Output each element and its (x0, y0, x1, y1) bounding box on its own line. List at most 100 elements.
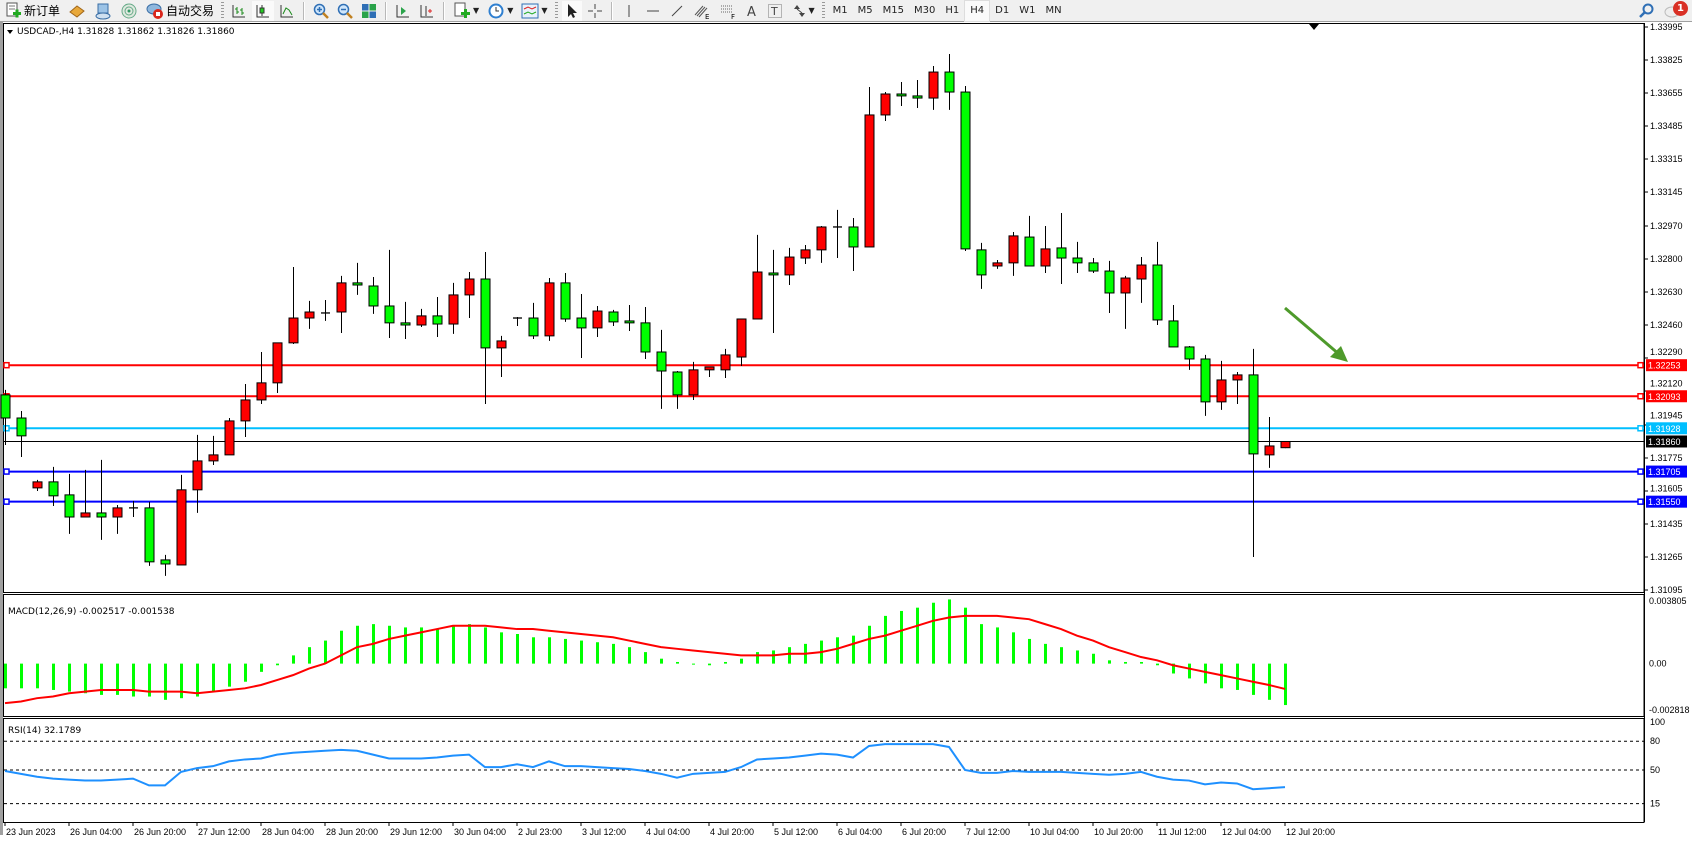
level-price-tag-text: 1.31928 (1648, 424, 1681, 434)
timeframe-h1[interactable]: H1 (945, 5, 960, 16)
axes: 1.33995 1.33825 1.33655 1.33485 1.33315 1.331… (4, 22, 1690, 837)
time-tick-label: 2 Jul 23:00 (518, 827, 562, 837)
chevron-down-icon: ▼ (541, 6, 548, 15)
bar-chart-icon (232, 4, 246, 17)
macd-histogram-bar (532, 637, 535, 664)
level-anchor-handle (1637, 361, 1644, 369)
candle-body (880, 93, 891, 116)
timeframe-m5[interactable]: M5 (857, 5, 873, 16)
macd-histogram-bar (916, 607, 919, 664)
candle-body (1264, 445, 1275, 456)
svg-text:E: E (705, 13, 709, 19)
macd-histogram-bar (468, 624, 471, 664)
time-tick-label: 10 Jul 20:00 (1094, 827, 1143, 837)
trendline-button[interactable] (666, 1, 688, 21)
macd-histogram-bar (228, 663, 231, 687)
market-watch-button[interactable] (91, 1, 115, 21)
arrows-button[interactable]: ▼ (788, 1, 818, 21)
candle-body (368, 285, 379, 307)
templates-button[interactable]: ▼ (518, 1, 550, 21)
tile-windows-button[interactable] (358, 1, 380, 21)
candle-body (864, 114, 875, 248)
vertical-line-button[interactable] (618, 1, 640, 21)
timeframe-w1[interactable]: W1 (1019, 5, 1036, 16)
price-tick-label: 1.33995 (1650, 22, 1683, 32)
candle-body (304, 311, 315, 319)
zoom-in-icon (313, 3, 329, 19)
macd-histogram-bar (20, 663, 23, 689)
zoom-out-button[interactable] (334, 1, 356, 21)
chart-shift-marker-icon[interactable] (1309, 24, 1319, 30)
candle-body (1248, 374, 1259, 455)
macd-histogram-bar (68, 663, 71, 692)
macd-histogram-bar (788, 647, 791, 664)
time-tick-label: 6 Jul 04:00 (838, 827, 882, 837)
fibonacci-button[interactable]: F (716, 1, 740, 21)
timeframe-mn[interactable]: MN (1045, 5, 1062, 16)
bar-chart-button[interactable] (228, 1, 250, 21)
level-anchor-handle (3, 425, 10, 432)
equidistant-channel-button[interactable]: E (690, 1, 714, 21)
toolbar-grip[interactable] (554, 1, 558, 20)
green-arrow-annotation[interactable] (1284, 306, 1348, 362)
horizontal-line-button[interactable] (642, 1, 664, 21)
tile-windows-icon (362, 3, 377, 18)
macd-histogram-bar (1188, 663, 1191, 679)
macd-histogram-bar (1044, 643, 1047, 664)
candle-body (1280, 440, 1291, 449)
macd-histogram-bar (292, 655, 295, 664)
candle-body (624, 320, 635, 324)
line-chart-button[interactable] (276, 1, 298, 21)
history-button[interactable] (65, 1, 89, 21)
auto-trading-button[interactable]: 自动交易 (143, 1, 217, 21)
notification-button[interactable]: 1 (1664, 1, 1688, 21)
level-price-tag (1646, 495, 1687, 508)
macd-histogram-bar (1108, 660, 1111, 664)
chevron-down-icon: ▼ (473, 6, 480, 15)
candle-body (240, 399, 251, 422)
zoom-in-button[interactable] (310, 1, 332, 21)
candle-body (608, 311, 619, 323)
chart-shift-button[interactable] (416, 1, 438, 21)
timeframe-m1[interactable]: M1 (832, 5, 848, 16)
candle-body (432, 315, 443, 325)
cursor-button[interactable] (561, 0, 582, 21)
time-tick-label: 6 Jul 20:00 (902, 827, 946, 837)
crosshair-button[interactable] (584, 1, 606, 21)
signals-button[interactable] (117, 1, 141, 21)
text-button[interactable]: A (742, 1, 762, 21)
candle-body (352, 282, 363, 286)
window-edge (0, 22, 3, 845)
time-tick-label: 12 Jul 04:00 (1222, 827, 1271, 837)
new-order-button[interactable]: 新订单 (1, 1, 63, 21)
macd-histogram-bar (612, 643, 615, 664)
svg-text:T: T (770, 5, 778, 18)
rsi-label: RSI(14) 32.1789 (8, 726, 81, 736)
rsi-tick-label: 80 (1650, 736, 1660, 746)
text-label-button[interactable]: T (764, 1, 786, 21)
candle-body (448, 294, 459, 325)
macd-histogram-bar (404, 627, 407, 664)
candlestick-button[interactable] (252, 0, 275, 21)
price-levels (3, 361, 1644, 505)
search-icon[interactable] (1638, 3, 1654, 19)
level-price-tag-text: 1.31550 (1648, 497, 1681, 507)
toolbar-grip[interactable] (821, 1, 825, 20)
level-price-tag (1646, 465, 1687, 478)
symbol-menu-triangle-icon[interactable] (7, 30, 13, 34)
periodicity-icon (488, 3, 504, 18)
chart-header: USDCAD-,H4 1.31828 1.31862 1.31826 1.318… (17, 27, 235, 37)
timeframe-m30[interactable]: M30 (914, 5, 936, 16)
timeframe-m15[interactable]: M15 (882, 5, 905, 16)
indicators-button[interactable]: ▼ (450, 1, 482, 21)
time-tick-label: 26 Jun 20:00 (134, 827, 186, 837)
timeframe-h4[interactable]: H4 (964, 0, 991, 22)
macd-histogram-bar (660, 658, 663, 664)
toolbar-grip[interactable] (221, 1, 225, 20)
candle-body (672, 371, 683, 396)
timeframe-d1[interactable]: D1 (995, 5, 1010, 16)
text-label-icon: T (767, 3, 782, 18)
auto-scroll-button[interactable] (392, 1, 414, 21)
periodicity-button[interactable]: ▼ (484, 1, 516, 21)
